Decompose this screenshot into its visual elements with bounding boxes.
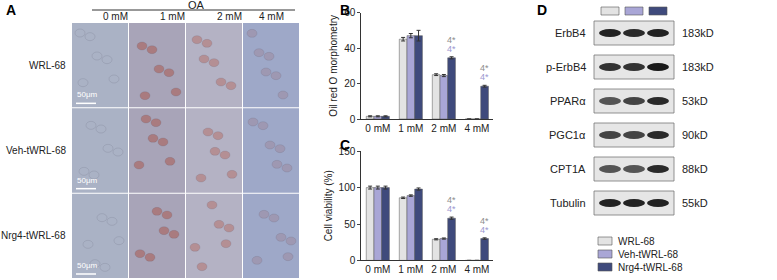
svg-text:1 mM: 1 mM [398, 264, 423, 275]
svg-text:D: D [537, 2, 547, 18]
svg-text:ErbB4: ErbB4 [555, 27, 586, 39]
svg-text:4*: 4* [480, 216, 489, 226]
svg-text:4*: 4* [447, 204, 456, 214]
svg-text:4*: 4* [447, 195, 456, 205]
svg-text:50: 50 [344, 219, 356, 230]
svg-text:4*: 4* [480, 63, 489, 73]
svg-text:Veh-tWRL-68: Veh-tWRL-68 [618, 249, 678, 260]
svg-text:Nrg4-tWRL-68: Nrg4-tWRL-68 [618, 262, 683, 273]
svg-text:100: 100 [339, 182, 356, 193]
svg-text:150: 150 [339, 146, 356, 157]
svg-text:WRL-68: WRL-68 [618, 236, 655, 247]
svg-text:OA: OA [188, 0, 205, 11]
svg-text:4*: 4* [480, 72, 489, 82]
svg-text:2 mM: 2 mM [217, 11, 242, 22]
svg-text:2 mM: 2 mM [431, 123, 456, 134]
svg-text:4*: 4* [447, 44, 456, 54]
svg-text:PPARα: PPARα [550, 95, 586, 107]
svg-text:Veh-tWRL-68: Veh-tWRL-68 [6, 145, 66, 156]
svg-text:1 mM: 1 mM [398, 123, 423, 134]
svg-text:4 mM: 4 mM [259, 11, 284, 22]
svg-text:Tubulin: Tubulin [550, 197, 586, 209]
svg-text:A: A [6, 2, 16, 18]
svg-text:0 mM: 0 mM [365, 264, 390, 275]
svg-text:50μm: 50μm [77, 261, 98, 270]
svg-text:53kD: 53kD [682, 95, 708, 107]
svg-text:183kD: 183kD [682, 27, 714, 39]
svg-text:C: C [340, 137, 350, 153]
svg-text:50μm: 50μm [77, 176, 98, 185]
svg-text:Cell viability (%): Cell viability (%) [323, 170, 334, 241]
svg-text:20: 20 [344, 78, 356, 89]
svg-text:40: 40 [344, 43, 356, 54]
svg-text:55kD: 55kD [682, 197, 708, 209]
svg-text:0: 0 [350, 255, 356, 266]
svg-text:4*: 4* [480, 225, 489, 235]
svg-text:WRL-68: WRL-68 [29, 60, 66, 71]
svg-text:183kD: 183kD [682, 61, 714, 73]
svg-text:CPT1A: CPT1A [550, 163, 586, 175]
svg-text:4*: 4* [447, 35, 456, 45]
svg-text:PGC1α: PGC1α [549, 129, 586, 141]
svg-text:0 mM: 0 mM [365, 123, 390, 134]
svg-text:4 mM: 4 mM [464, 123, 489, 134]
svg-text:50μm: 50μm [77, 90, 98, 99]
svg-text:88kD: 88kD [682, 163, 708, 175]
svg-text:90kD: 90kD [682, 129, 708, 141]
svg-text:1 mM: 1 mM [160, 11, 185, 22]
svg-text:0: 0 [350, 114, 356, 125]
svg-text:2 mM: 2 mM [431, 264, 456, 275]
svg-text:B: B [340, 2, 350, 18]
svg-text:Oil red O morphometry: Oil red O morphometry [328, 15, 339, 117]
svg-text:60: 60 [344, 7, 356, 18]
svg-text:Nrg4-tWRL-68: Nrg4-tWRL-68 [1, 230, 66, 241]
svg-text:p-ErbB4: p-ErbB4 [546, 61, 586, 73]
svg-text:4 mM: 4 mM [464, 264, 489, 275]
svg-text:0 mM: 0 mM [103, 11, 128, 22]
